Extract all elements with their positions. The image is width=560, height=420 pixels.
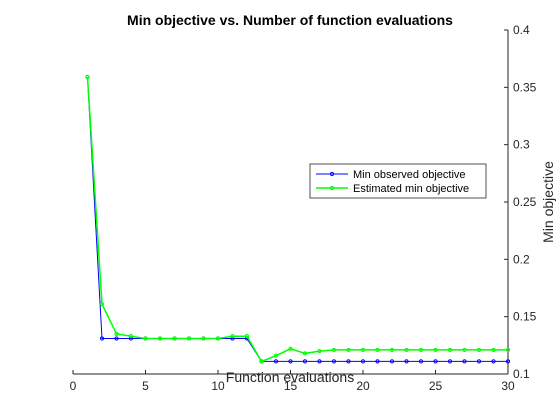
- series-2-point: [172, 336, 177, 341]
- legend-marker-1: [329, 171, 335, 177]
- plot-area: 0 5 10 15 20 25 300.1 0.15 0.2 0.25 0.3 0.35 0.4: [70, 23, 537, 393]
- series-line-1: [87, 76, 508, 362]
- series-2-point: [404, 347, 409, 353]
- legend-label-2: Estimated min objective: [353, 183, 469, 195]
- series-2-point: [418, 347, 424, 353]
- y-axis-label: Min objective: [540, 161, 556, 243]
- x-tick-label: 15: [284, 379, 298, 393]
- series-1-point: [505, 359, 511, 364]
- series-1-point: [447, 359, 453, 364]
- legend-label-1: Min observed objective: [353, 169, 466, 181]
- series-2-point: [215, 336, 221, 341]
- series-2-point: [447, 347, 453, 353]
- y-tick-label: 0.3: [513, 138, 530, 152]
- series-2-point: [346, 347, 351, 353]
- x-tick-label: 0: [70, 379, 77, 393]
- series-2-point: [476, 347, 482, 353]
- series-2-point: [375, 347, 380, 353]
- series-2-point: [317, 348, 322, 354]
- x-tick-label: 10: [211, 379, 225, 393]
- x-tick-label: 30: [501, 379, 515, 393]
- series-1-point: [433, 359, 438, 364]
- series-2-point: [186, 336, 192, 341]
- series-2-point: [433, 347, 438, 353]
- series-2-point: [288, 346, 293, 351]
- legend-box: [309, 163, 487, 199]
- series-2-point: [505, 347, 511, 353]
- y-tick-label: 0.15: [513, 310, 537, 324]
- series-2-point: [143, 336, 148, 341]
- series-1-point: [375, 359, 380, 364]
- y-tick-label: 0.35: [513, 80, 537, 94]
- chart-title: Min objective vs. Number of function eva…: [127, 12, 453, 28]
- series-1-point: [389, 359, 395, 364]
- series-1-point: [360, 359, 366, 364]
- series-1-point: [302, 359, 308, 364]
- series-2-point: [201, 336, 206, 341]
- series-2-point: [491, 347, 496, 353]
- series-2-point: [259, 359, 264, 364]
- series-2-point: [462, 347, 467, 353]
- x-tick-label: 5: [142, 379, 149, 393]
- series-1-point: [404, 359, 409, 364]
- series-1-point: [99, 336, 105, 341]
- series-1-point: [273, 359, 279, 364]
- series-1-point: [476, 359, 482, 364]
- series-2-point: [360, 347, 366, 353]
- series-1-point: [346, 359, 351, 364]
- series-2-point: [157, 336, 163, 341]
- series-1-point: [331, 359, 337, 364]
- series-2-point: [331, 347, 337, 353]
- x-tick-label: 25: [429, 379, 443, 393]
- y-tick-label: 0.1: [513, 367, 530, 381]
- series-2-point: [128, 334, 134, 339]
- y-tick-label: 0.25: [513, 195, 537, 209]
- series-1-point: [418, 359, 424, 364]
- series-2-point: [85, 74, 90, 80]
- series-2-point: [244, 334, 250, 339]
- series-1-point: [114, 336, 119, 341]
- x-tick-label: 20: [356, 379, 370, 393]
- series-2-point: [389, 347, 395, 353]
- series-1-point: [491, 359, 496, 364]
- y-tick-label: 0.4: [513, 23, 530, 37]
- series-2-point: [114, 331, 119, 336]
- legend: Min observed objective Estimated min obje…: [309, 163, 487, 199]
- legend-marker-2: [329, 185, 335, 191]
- series-1-point: [462, 359, 467, 364]
- x-axis-label: Function evaluations: [226, 369, 354, 385]
- series-1-point: [288, 359, 293, 364]
- series-2-point: [230, 334, 235, 339]
- series-2-point: [273, 353, 279, 358]
- series-2-point: [99, 301, 105, 307]
- series-2-point: [302, 351, 308, 356]
- series-1-point: [317, 359, 322, 364]
- series-line-2: [86, 76, 508, 363]
- y-tick-label: 0.2: [513, 252, 530, 266]
